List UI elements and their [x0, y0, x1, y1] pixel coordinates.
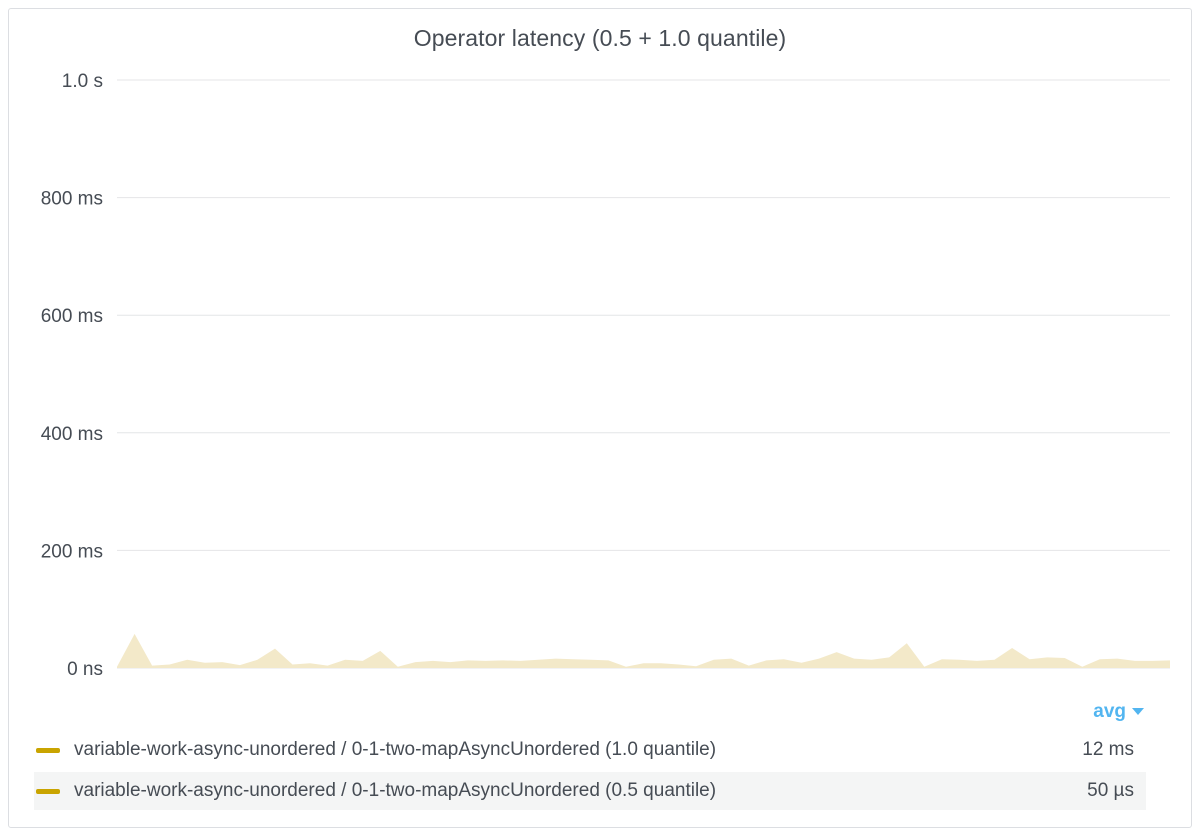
series-color-swatch[interactable] — [36, 788, 60, 794]
y-tick-label: 800 ms — [41, 189, 103, 210]
y-tick-label: 600 ms — [41, 306, 103, 327]
latency-chart: 0 ns 200 ms 400 ms 600 ms 800 ms 1.0 s — [41, 71, 1170, 680]
panel-title[interactable]: Operator latency (0.5 + 1.0 quantile) — [413, 25, 787, 51]
y-tick-label: 0 ns — [67, 659, 103, 680]
caret-down-icon — [1132, 708, 1144, 716]
legend-series-name: variable-work-async-unordered / 0-1-two-… — [74, 739, 717, 760]
latency-panel: Operator latency (0.5 + 1.0 quantile) — [8, 8, 1192, 828]
legend-series-name: variable-work-async-unordered / 0-1-two-… — [74, 780, 717, 801]
y-tick-label: 1.0 s — [62, 71, 103, 92]
legend-sort-avg-button[interactable]: avg — [1093, 701, 1144, 723]
series-color-swatch[interactable] — [36, 747, 60, 753]
series-area-0[interactable] — [117, 633, 1170, 668]
legend-row-1-0-quantile[interactable]: variable-work-async-unordered / 0-1-two-… — [34, 731, 1146, 769]
legend-sort-label: avg — [1093, 701, 1126, 722]
legend-avg-value: 12 ms — [1082, 739, 1134, 760]
y-tick-label: 400 ms — [41, 424, 103, 445]
y-tick-label: 200 ms — [41, 541, 103, 562]
legend-row-0-5-quantile[interactable]: variable-work-async-unordered / 0-1-two-… — [34, 772, 1146, 810]
legend-avg-value: 50 µs — [1087, 780, 1134, 801]
